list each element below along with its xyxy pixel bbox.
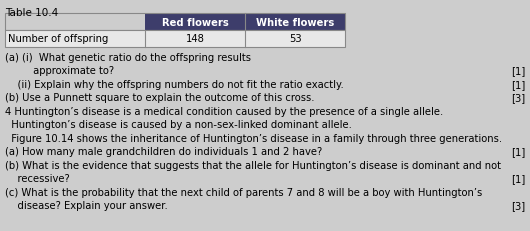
Text: (b) What is the evidence that suggests that the allele for Huntington’s disease : (b) What is the evidence that suggests t…	[5, 160, 501, 170]
Text: Red flowers: Red flowers	[162, 17, 228, 27]
Bar	[5, 31, 345, 48]
Text: 148: 148	[186, 34, 205, 44]
Text: White flowers: White flowers	[256, 17, 334, 27]
Text: Number of offspring: Number of offspring	[8, 34, 108, 44]
Text: [1]: [1]	[511, 80, 525, 90]
Text: Huntington’s disease is caused by a non-sex-linked dominant allele.: Huntington’s disease is caused by a non-…	[5, 120, 352, 130]
Text: disease? Explain your answer.: disease? Explain your answer.	[5, 201, 168, 211]
Bar	[5, 14, 345, 31]
Text: [3]: [3]	[511, 201, 525, 211]
Text: (ii) Explain why the offspring numbers do not fit the ratio exactly.: (ii) Explain why the offspring numbers d…	[5, 80, 344, 90]
Bar	[145, 14, 345, 31]
Text: recessive?: recessive?	[5, 174, 70, 184]
Text: [1]: [1]	[511, 147, 525, 157]
Text: (a) (i)  What genetic ratio do the offspring results: (a) (i) What genetic ratio do the offspr…	[5, 53, 251, 63]
Text: [3]: [3]	[511, 93, 525, 103]
Text: [1]: [1]	[511, 66, 525, 76]
Text: (b) Use a Punnett square to explain the outcome of this cross.: (b) Use a Punnett square to explain the …	[5, 93, 314, 103]
Text: (a) How many male grandchildren do individuals 1 and 2 have?: (a) How many male grandchildren do indiv…	[5, 147, 322, 157]
Text: 53: 53	[289, 34, 302, 44]
Text: Figure 10.14 shows the inheritance of Huntington’s disease in a family through t: Figure 10.14 shows the inheritance of Hu…	[5, 134, 502, 143]
Text: Table 10.4: Table 10.4	[5, 8, 58, 18]
Text: (c) What is the probability that the next child of parents 7 and 8 will be a boy: (c) What is the probability that the nex…	[5, 187, 482, 197]
Text: approximate to?: approximate to?	[5, 66, 114, 76]
Text: 4 Huntington’s disease is a medical condition caused by the presence of a single: 4 Huntington’s disease is a medical cond…	[5, 106, 443, 116]
Text: [1]: [1]	[511, 174, 525, 184]
